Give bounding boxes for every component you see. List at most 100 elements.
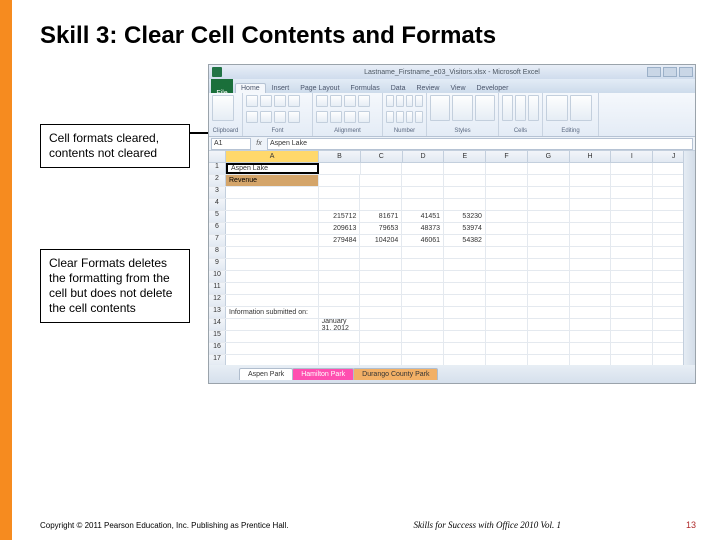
ribbon-button[interactable] — [386, 95, 394, 107]
cell-B12[interactable] — [319, 295, 361, 306]
cell-I4[interactable] — [611, 199, 653, 210]
cell-C6[interactable]: 79653 — [360, 223, 402, 234]
row-header[interactable]: 4 — [209, 199, 226, 210]
cell-I3[interactable] — [611, 187, 653, 198]
minimize-button[interactable] — [647, 67, 661, 77]
col-header-D[interactable]: D — [403, 151, 445, 162]
cell-I13[interactable] — [611, 307, 653, 318]
cell-D8[interactable] — [402, 247, 444, 258]
cell-B14[interactable]: January 31, 2012 — [319, 319, 361, 330]
cell-D10[interactable] — [402, 271, 444, 282]
cell-H6[interactable] — [570, 223, 612, 234]
cell-C10[interactable] — [360, 271, 402, 282]
cell-C12[interactable] — [360, 295, 402, 306]
ribbon-button[interactable] — [274, 111, 286, 123]
cell-I11[interactable] — [611, 283, 653, 294]
cell-H17[interactable] — [570, 355, 612, 365]
cell-B3[interactable] — [319, 187, 361, 198]
ribbon-tab-view[interactable]: View — [445, 84, 470, 93]
ribbon-button[interactable] — [288, 95, 300, 107]
col-header-I[interactable]: I — [611, 151, 653, 162]
cell-E7[interactable]: 54382 — [444, 235, 486, 246]
cell-G11[interactable] — [528, 283, 570, 294]
ribbon-button[interactable] — [260, 111, 272, 123]
cell-E2[interactable] — [444, 175, 486, 186]
cell-D11[interactable] — [402, 283, 444, 294]
cell-A13[interactable]: Information submitted on: — [226, 307, 319, 318]
ribbon-button[interactable] — [528, 95, 539, 121]
cell-H3[interactable] — [570, 187, 612, 198]
cell-F7[interactable] — [486, 235, 528, 246]
cell-G2[interactable] — [528, 175, 570, 186]
cell-A17[interactable] — [226, 355, 319, 365]
cell-I15[interactable] — [611, 331, 653, 342]
row-header[interactable]: 10 — [209, 271, 226, 282]
cell-B17[interactable] — [319, 355, 361, 365]
cell-E12[interactable] — [444, 295, 486, 306]
ribbon-button[interactable] — [212, 95, 234, 121]
close-button[interactable] — [679, 67, 693, 77]
cell-B5[interactable]: 215712 — [319, 211, 361, 222]
cell-C11[interactable] — [360, 283, 402, 294]
ribbon-button[interactable] — [396, 95, 404, 107]
row-header[interactable]: 2 — [209, 175, 226, 186]
cell-E14[interactable] — [444, 319, 486, 330]
cell-H10[interactable] — [570, 271, 612, 282]
cell-C14[interactable] — [360, 319, 402, 330]
row-header[interactable]: 6 — [209, 223, 226, 234]
cell-E4[interactable] — [444, 199, 486, 210]
cell-H12[interactable] — [570, 295, 612, 306]
cell-D5[interactable]: 41451 — [402, 211, 444, 222]
cell-G8[interactable] — [528, 247, 570, 258]
select-all-corner[interactable] — [209, 151, 226, 162]
ribbon-button[interactable] — [274, 95, 286, 107]
cell-D12[interactable] — [402, 295, 444, 306]
cell-I16[interactable] — [611, 343, 653, 354]
col-header-G[interactable]: G — [528, 151, 570, 162]
ribbon-button[interactable] — [430, 95, 450, 121]
ribbon-button[interactable] — [406, 95, 414, 107]
cell-G7[interactable] — [528, 235, 570, 246]
ribbon-button[interactable] — [452, 95, 472, 121]
cell-H2[interactable] — [570, 175, 612, 186]
cell-B2[interactable] — [319, 175, 361, 186]
cell-D6[interactable]: 48373 — [402, 223, 444, 234]
cell-H7[interactable] — [570, 235, 612, 246]
cell-F1[interactable] — [486, 163, 528, 174]
cell-D16[interactable] — [402, 343, 444, 354]
ribbon-button[interactable] — [330, 111, 342, 123]
col-header-E[interactable]: E — [444, 151, 486, 162]
cell-D1[interactable] — [402, 163, 444, 174]
cell-B4[interactable] — [319, 199, 361, 210]
cell-H14[interactable] — [570, 319, 612, 330]
ribbon-tab-data[interactable]: Data — [386, 84, 411, 93]
ribbon-button[interactable] — [570, 95, 592, 121]
ribbon-button[interactable] — [415, 111, 423, 123]
ribbon-button[interactable] — [502, 95, 513, 121]
cell-C1[interactable] — [361, 163, 403, 174]
cell-B1[interactable] — [319, 163, 361, 174]
cell-B13[interactable] — [319, 307, 361, 318]
cell-A8[interactable] — [226, 247, 319, 258]
cell-G4[interactable] — [528, 199, 570, 210]
cell-A12[interactable] — [226, 295, 319, 306]
ribbon-button[interactable] — [260, 95, 272, 107]
formula-bar[interactable]: Aspen Lake — [267, 138, 693, 150]
cell-B6[interactable]: 209613 — [319, 223, 361, 234]
cell-I9[interactable] — [611, 259, 653, 270]
col-header-A[interactable]: A — [226, 151, 319, 162]
cell-I2[interactable] — [611, 175, 653, 186]
cell-E13[interactable] — [444, 307, 486, 318]
cell-D4[interactable] — [402, 199, 444, 210]
cell-F4[interactable] — [486, 199, 528, 210]
ribbon-button[interactable] — [316, 95, 328, 107]
cell-H11[interactable] — [570, 283, 612, 294]
cell-I7[interactable] — [611, 235, 653, 246]
cell-E9[interactable] — [444, 259, 486, 270]
cell-G12[interactable] — [528, 295, 570, 306]
cell-E3[interactable] — [444, 187, 486, 198]
cell-H16[interactable] — [570, 343, 612, 354]
ribbon-tab-home[interactable]: Home — [235, 83, 266, 93]
cell-E6[interactable]: 53974 — [444, 223, 486, 234]
cell-E11[interactable] — [444, 283, 486, 294]
